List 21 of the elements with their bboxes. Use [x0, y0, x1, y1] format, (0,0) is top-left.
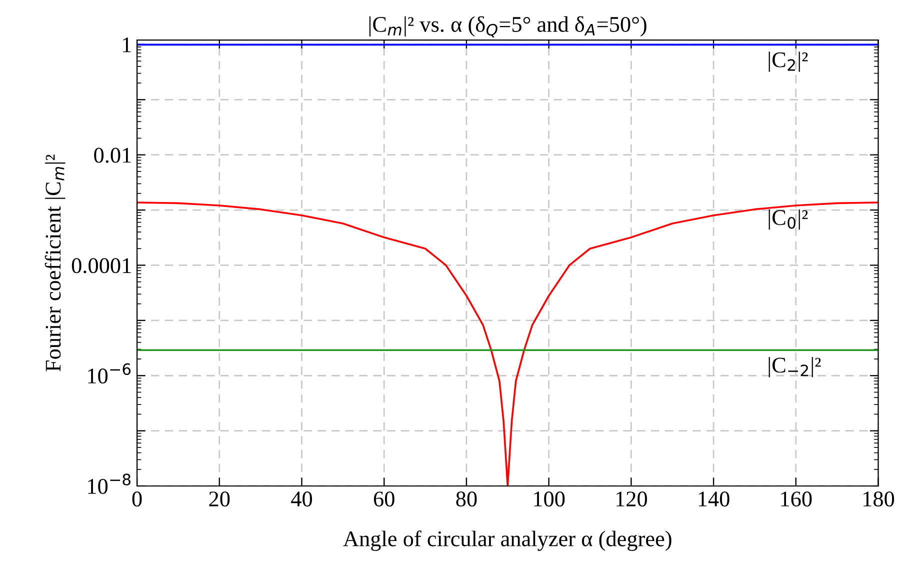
x-tick-label: 0: [132, 492, 142, 507]
y-tick-label: 10$^{−6}$: [88, 363, 131, 384]
y-tick-label: 10$^{−8}$: [88, 474, 130, 494]
x-axis-title: Angle of circular analyzer α (degree): [343, 530, 672, 551]
x-tick-label: 80: [456, 492, 477, 507]
chart-title: |C$_{m}$|² vs. α (δ$_{Q}$=5° and δ$_{A}$=50°): [369, 16, 646, 38]
x-tick-label: 60: [374, 492, 394, 507]
y-tick-label: 0.01: [94, 148, 131, 163]
y-axis-title: Fourier coefficient |C$_{m}$|²: [44, 154, 66, 372]
y-tick-label: 0.0001: [72, 258, 131, 274]
series-label: |C$_{2}$|²: [768, 52, 808, 72]
x-tick-label: 140: [698, 492, 730, 507]
x-tick-label: 160: [781, 492, 812, 507]
x-tick-label: 40: [291, 492, 312, 507]
x-tick-label: 20: [209, 492, 230, 507]
x-tick-label: 180: [864, 492, 894, 507]
x-tick-label: 100: [534, 492, 565, 507]
series-label: |C$_{−2}$|²: [768, 357, 821, 378]
series-label: |C$_{0}$|²: [768, 209, 808, 230]
y-tick-label: 1: [123, 38, 131, 52]
x-tick-label: 120: [616, 492, 647, 507]
